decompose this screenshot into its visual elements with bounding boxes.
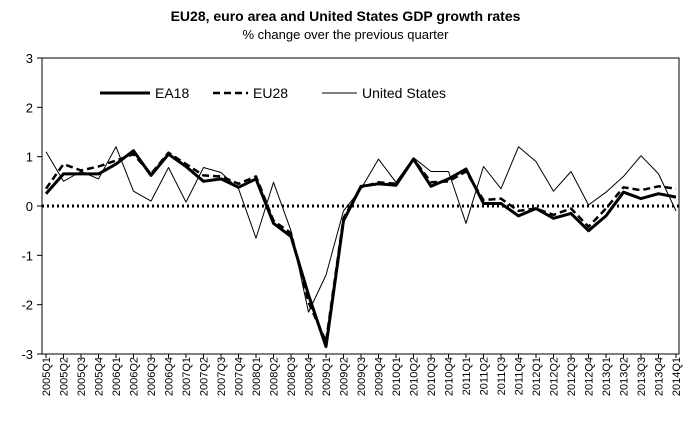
x-axis: 2005Q1 2005Q2 2005Q3 2005Q4 2006Q1 2006Q2 2006… — [41, 354, 683, 396]
x-tick-label: 2006Q2 — [129, 357, 141, 396]
chart-title: EU28, euro area and United States GDP gr… — [170, 8, 521, 24]
x-tick-label: 2011Q4 — [514, 357, 526, 395]
x-tick-label: 2008Q3 — [286, 357, 298, 396]
x-tick-label: 2013Q1 — [601, 357, 613, 396]
x-tick-label: 2012Q3 — [566, 357, 578, 396]
y-tick-label: 2 — [26, 100, 33, 115]
x-tick-label: 2006Q4 — [164, 357, 176, 396]
series-line-united-states — [45, 146, 677, 313]
y-tick-label: 3 — [26, 51, 33, 66]
y-axis: -3 -2 -1 0 1 2 3 — [21, 51, 42, 362]
legend: EA18 EU28 United States — [100, 85, 446, 101]
legend-label-united-states: United States — [362, 85, 446, 101]
x-tick-label: 2006Q1 — [111, 357, 123, 396]
x-tick-label: 2011Q1 — [461, 357, 473, 395]
x-tick-label: 2012Q2 — [549, 357, 561, 396]
x-tick-label: 2010Q3 — [426, 357, 438, 396]
x-tick-label: 2009Q2 — [339, 357, 351, 396]
y-tick-label: 0 — [26, 199, 33, 214]
y-tick-label: 1 — [26, 150, 33, 165]
x-tick-label: 2011Q2 — [479, 357, 491, 395]
x-tick-label: 2010Q1 — [391, 357, 403, 396]
x-tick-label: 2009Q3 — [356, 357, 368, 396]
x-tick-label: 2005Q3 — [76, 357, 88, 396]
chart-subtitle: % change over the previous quarter — [242, 27, 449, 42]
x-tick-label: 2007Q1 — [181, 357, 193, 396]
x-tick-label: 2011Q3 — [496, 357, 508, 395]
x-tick-label: 2012Q4 — [584, 357, 596, 396]
y-tick-label: -3 — [21, 347, 33, 362]
series-layer — [44, 146, 677, 349]
x-tick-label: 2008Q2 — [269, 357, 281, 396]
x-tick-label: 2007Q3 — [216, 357, 228, 396]
x-tick-label: 2009Q4 — [374, 357, 386, 396]
y-tick-label: -2 — [21, 298, 33, 313]
series-line-eu28 — [44, 151, 677, 343]
legend-label-eu28: EU28 — [253, 85, 288, 101]
x-tick-label: 2014Q1 — [671, 357, 683, 396]
series-line-ea18 — [44, 149, 677, 349]
x-tick-label: 2005Q2 — [59, 357, 71, 396]
x-tick-label: 2012Q1 — [531, 357, 543, 396]
x-tick-label: 2008Q4 — [304, 357, 316, 396]
x-tick-label: 2007Q2 — [199, 357, 211, 396]
x-tick-label: 2008Q1 — [251, 357, 263, 396]
x-tick-label: 2007Q4 — [234, 357, 246, 396]
x-tick-label: 2009Q1 — [321, 357, 333, 396]
legend-label-ea18: EA18 — [155, 85, 189, 101]
x-tick-label: 2005Q4 — [94, 357, 106, 396]
x-tick-label: 2013Q2 — [619, 357, 631, 396]
y-tick-label: -1 — [21, 248, 33, 263]
x-tick-label: 2005Q1 — [41, 357, 53, 396]
x-tick-label: 2006Q3 — [146, 357, 158, 396]
x-tick-label: 2010Q2 — [409, 357, 421, 396]
x-tick-label: 2013Q3 — [636, 357, 648, 396]
x-tick-label: 2010Q4 — [444, 357, 456, 396]
x-tick-label: 2013Q4 — [654, 357, 666, 396]
